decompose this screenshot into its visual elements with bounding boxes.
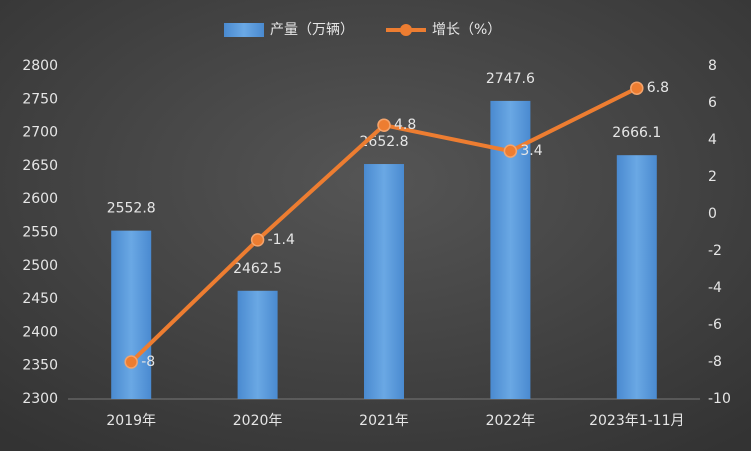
bar bbox=[237, 290, 278, 399]
y2-tick-label: -6 bbox=[708, 317, 722, 333]
y-tick-label: 2500 bbox=[22, 258, 58, 274]
y-tick-label: 2300 bbox=[22, 391, 58, 407]
y-tick-label: 2750 bbox=[22, 91, 58, 107]
line-value-label: -8 bbox=[141, 354, 155, 370]
line-marker bbox=[124, 355, 138, 369]
legend-label: 增长（%） bbox=[432, 22, 501, 38]
x-tick-label: 2022年 bbox=[486, 413, 536, 429]
y2-tick-label: -2 bbox=[708, 243, 722, 259]
line-marker bbox=[377, 118, 391, 132]
y-tick-label: 2350 bbox=[22, 358, 58, 374]
y-tick-label: 2450 bbox=[22, 291, 58, 307]
x-tick-label: 2023年1-11月 bbox=[589, 413, 684, 429]
y2-tick-label: -10 bbox=[708, 391, 731, 407]
x-tick-label: 2019年 bbox=[106, 413, 156, 429]
line-value-label: -1.4 bbox=[268, 232, 295, 248]
y2-tick-label: 0 bbox=[708, 206, 717, 222]
y-tick-label: 2800 bbox=[22, 58, 58, 74]
y-tick-label: 2550 bbox=[22, 225, 58, 241]
y-tick-label: 2700 bbox=[22, 125, 58, 141]
y2-tick-label: 8 bbox=[708, 58, 717, 74]
y-tick-label: 2400 bbox=[22, 324, 58, 340]
x-tick-label: 2021年 bbox=[359, 413, 409, 429]
line-value-label: 4.8 bbox=[394, 117, 416, 133]
bar-value-label: 2462.5 bbox=[233, 261, 282, 277]
legend-swatch bbox=[224, 23, 264, 37]
y2-tick-label: -8 bbox=[708, 354, 722, 370]
line-marker bbox=[250, 233, 265, 247]
y2-tick-label: 2 bbox=[708, 169, 717, 185]
bar bbox=[364, 164, 404, 399]
y2-tick-label: -4 bbox=[708, 280, 722, 296]
line-marker bbox=[630, 81, 644, 95]
bar-value-label: 2666.1 bbox=[612, 125, 661, 141]
x-tick-label: 2020年 bbox=[233, 413, 283, 429]
legend-swatch bbox=[400, 24, 412, 36]
y2-tick-label: 4 bbox=[708, 132, 717, 148]
legend-label: 产量（万辆） bbox=[270, 22, 354, 38]
bar bbox=[111, 230, 152, 399]
line-value-label: 3.4 bbox=[520, 143, 542, 159]
bar-value-label: 2552.8 bbox=[107, 201, 156, 217]
y2-tick-label: 6 bbox=[708, 95, 717, 111]
bar-value-label: 2747.6 bbox=[486, 71, 535, 87]
bar bbox=[616, 155, 657, 399]
y-tick-label: 2600 bbox=[22, 191, 58, 207]
y-tick-label: 2650 bbox=[22, 158, 58, 174]
line-value-label: 6.8 bbox=[647, 80, 669, 96]
line-marker bbox=[503, 144, 518, 158]
